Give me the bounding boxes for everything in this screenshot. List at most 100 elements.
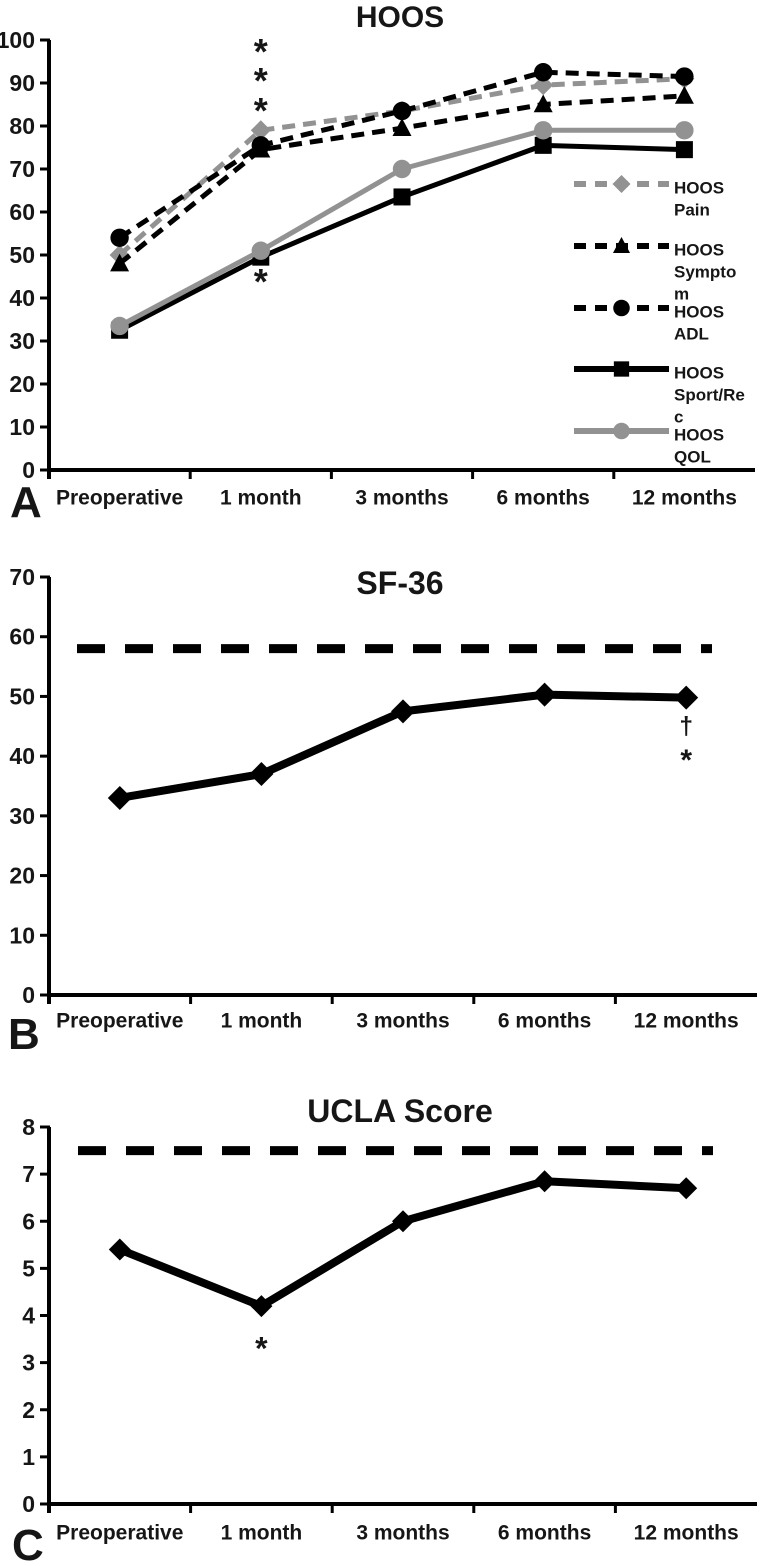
- marker-diamond-ucla-score: [392, 1210, 414, 1233]
- chart-hoos: HOOS 0 10 20 30 40 50 60 70 80 90 100 Preoperative 1 …: [0, 1, 755, 527]
- y-tick-label: 0: [22, 1491, 35, 1517]
- y-tick-label: 40: [9, 285, 35, 311]
- chart-title-ucla: UCLA Score: [307, 1093, 493, 1129]
- y-tick-label: 50: [9, 242, 35, 268]
- chart-title-hoos: HOOS: [356, 1, 444, 34]
- marker-diamond-sf-36: [249, 762, 274, 787]
- x-axis-label: 6 months: [497, 487, 590, 510]
- marker-triangle-hoos-symptom: [110, 253, 130, 272]
- y-tick-label: 1: [22, 1444, 35, 1470]
- x-axis-label: 3 months: [355, 487, 448, 510]
- y-tick-label: 10: [9, 922, 35, 948]
- panel-label-B: B: [8, 1010, 40, 1059]
- y-tick-label: 70: [9, 564, 35, 590]
- annotation-asterisk: *: [254, 261, 268, 302]
- x-axis-label: 6 months: [498, 1010, 591, 1033]
- annotation-asterisk: *: [255, 1330, 268, 1366]
- y-tick-label: 50: [9, 683, 35, 709]
- chart-ucla: UCLA Score 0 1 2 3 4 5 6 7 8 Preoperative 1 month 3 …: [12, 1093, 757, 1566]
- marker-circle-hoos-adl: [392, 101, 412, 121]
- chart-sf36: SF-36 0 10 20 30 40 50 60 70 Preoperative 1 month 3…: [8, 564, 757, 1059]
- y-tick-label: 0: [22, 982, 35, 1008]
- marker-circle-hoos-qol: [675, 121, 694, 140]
- marker-circle-hoos-qol: [110, 316, 129, 336]
- y-tick-label: 20: [9, 863, 35, 889]
- marker-diamond-hoos-pain: [533, 75, 554, 96]
- y-tick-label: 4: [22, 1303, 35, 1329]
- marker-triangle-hoos-symptom: [674, 85, 694, 104]
- y-tick-label: 60: [9, 624, 35, 650]
- marker-diamond-hoos-pain: [250, 120, 271, 141]
- marker-square-hoos-sport-rec: [393, 188, 411, 206]
- marker-square-hoos-sport-rec: [675, 141, 693, 159]
- legend-label-hoos-symptom: HOOS: [674, 241, 724, 260]
- marker-circle-hoos-adl: [110, 228, 129, 247]
- y-tick-label: 80: [9, 113, 35, 139]
- y-tick-label: 70: [9, 156, 35, 182]
- x-axis-label: 1 month: [220, 487, 302, 510]
- legend-label-hoos-pain: HOOS: [674, 179, 724, 198]
- marker-square-legend-hoos-sport-rec: [613, 361, 630, 377]
- y-tick-label: 2: [22, 1397, 35, 1423]
- legend: HOOSPainHOOSSymptomHOOSADLHOOSSport/RecH…: [574, 175, 745, 467]
- marker-diamond-ucla-score: [250, 1295, 273, 1318]
- marker-diamond-sf-36: [107, 785, 132, 810]
- y-tick-label: 0: [22, 457, 35, 483]
- marker-circle-hoos-adl: [675, 67, 694, 86]
- x-axis-label: 6 months: [498, 1522, 591, 1545]
- series-line-hoos-adl: [118, 69, 685, 240]
- series-line-hoos-qol: [118, 127, 685, 329]
- legend-label-hoos-sport-rec: c: [674, 408, 683, 427]
- marker-circle-legend-hoos-adl: [613, 299, 630, 317]
- legend-label-hoos-sport-rec: Sport/Re: [674, 386, 745, 405]
- annotation-asterisk: *: [254, 31, 268, 72]
- marker-triangle-legend-hoos-symptom: [612, 237, 631, 254]
- marker-diamond-ucla-score: [675, 1177, 698, 1200]
- marker-diamond-ucla-score: [533, 1170, 556, 1193]
- annotation-asterisk: *: [254, 60, 268, 101]
- marker-diamond-sf-36: [532, 682, 557, 707]
- y-tick-label: 90: [9, 70, 35, 96]
- marker-circle-hoos-qol: [251, 241, 270, 260]
- annotation-dagger: †: [679, 713, 693, 740]
- x-axis-label: 12 months: [634, 1010, 739, 1033]
- panel-label-C: C: [12, 1521, 44, 1566]
- x-axis-label: 3 months: [356, 1522, 449, 1545]
- legend-label-hoos-qol: HOOS: [674, 426, 724, 445]
- legend-label-hoos-symptom: m: [674, 285, 689, 304]
- x-axis-label: Preoperative: [56, 487, 183, 510]
- y-tick-label: 20: [9, 371, 35, 397]
- marker-diamond-legend-hoos-pain: [612, 175, 631, 193]
- y-tick-label: 30: [9, 803, 35, 829]
- marker-square-hoos-sport-rec: [534, 136, 552, 154]
- marker-diamond-ucla-score: [108, 1238, 131, 1261]
- y-tick-label: 8: [22, 1114, 35, 1140]
- x-axis-label: 1 month: [221, 1010, 303, 1033]
- annotation-asterisk: *: [254, 90, 268, 131]
- panel-label-A: A: [10, 478, 42, 527]
- annotation-asterisk: *: [680, 744, 692, 777]
- y-tick-label: 30: [9, 328, 35, 354]
- marker-diamond-sf-36: [391, 699, 415, 724]
- y-tick-label: 6: [22, 1208, 35, 1234]
- x-axis-label: 1 month: [221, 1522, 303, 1545]
- marker-circle-hoos-adl: [251, 136, 270, 155]
- y-tick-label: 60: [9, 199, 35, 225]
- legend-label-hoos-pain: Pain: [674, 201, 710, 220]
- chart-title-sf36: SF-36: [356, 565, 443, 601]
- x-axis-label: 12 months: [634, 1522, 739, 1545]
- y-tick-label: 10: [9, 414, 35, 440]
- legend-label-hoos-adl: ADL: [674, 325, 709, 344]
- x-axis-label: 3 months: [356, 1010, 449, 1033]
- marker-diamond-sf-36: [674, 685, 699, 710]
- marker-circle-legend-hoos-qol: [613, 422, 630, 440]
- legend-label-hoos-adl: HOOS: [674, 303, 724, 322]
- y-tick-label: 40: [9, 743, 35, 769]
- marker-circle-hoos-adl: [534, 63, 553, 82]
- y-tick-label: 5: [22, 1255, 35, 1281]
- x-axis-label: Preoperative: [56, 1522, 183, 1545]
- y-tick-label: 7: [22, 1161, 35, 1187]
- series-line-ucla-score: [118, 1177, 687, 1311]
